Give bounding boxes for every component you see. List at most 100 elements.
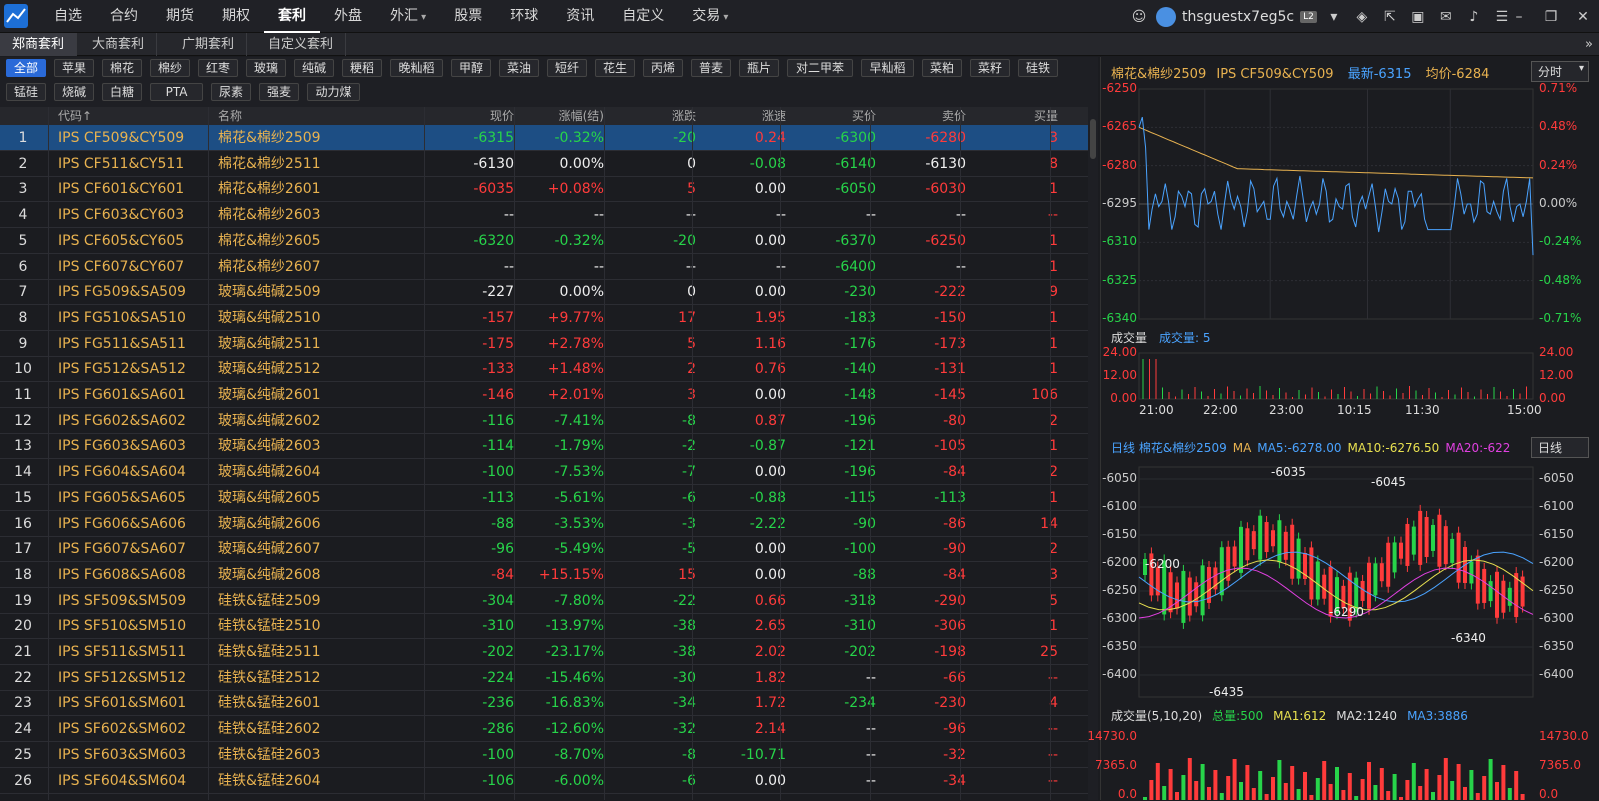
filter-chip[interactable]: 强麦 bbox=[259, 83, 299, 101]
tab-0[interactable]: 郑商套利 bbox=[0, 33, 78, 56]
share-icon[interactable]: ⇱ bbox=[1383, 8, 1396, 25]
nav-8[interactable]: 环球 bbox=[510, 8, 539, 24]
nav-5[interactable]: 外盘 bbox=[334, 8, 362, 24]
table-row[interactable]: 23 IPS SF601&SM601 硅铁&锰硅2601 -236 -16.83% -34… bbox=[0, 690, 1088, 717]
column-header[interactable]: 买价 bbox=[851, 109, 876, 123]
table-row[interactable]: 15 IPS FG605&SA605 玻璃&纯碱2605 -113 -5.61% -6 -0… bbox=[0, 485, 1088, 511]
chevron-down-icon[interactable]: ▾ bbox=[1330, 8, 1338, 25]
filter-chip[interactable]: 棉花 bbox=[102, 59, 142, 77]
close-icon[interactable]: ✕ bbox=[1577, 8, 1589, 25]
robot-icon[interactable]: ☺ bbox=[1131, 8, 1147, 25]
filter-chip[interactable]: 全部 bbox=[6, 59, 46, 77]
filter-chip[interactable]: 早籼稻 bbox=[861, 59, 914, 77]
column-header[interactable]: 名称 bbox=[218, 109, 243, 123]
filter-chip[interactable]: 苹果 bbox=[54, 59, 94, 77]
period-select[interactable]: 分时 bbox=[1531, 61, 1589, 82]
filter-chip[interactable]: 花生 bbox=[595, 59, 635, 77]
nav-0[interactable]: 自选 bbox=[54, 8, 82, 24]
table-row[interactable]: 3 IPS CF601&CY601 棉花&棉纱2601 -6035 +0.08% 5 0.0… bbox=[0, 176, 1088, 203]
table-row[interactable]: 5 IPS CF605&CY605 棉花&棉纱2605 -6320 -0.32% -20 0… bbox=[0, 228, 1088, 254]
nav-6[interactable]: 外汇 bbox=[376, 0, 440, 33]
table-row[interactable]: 8 IPS FG510&SA510 玻璃&纯碱2510 -157 +9.77% 17 1.9… bbox=[0, 305, 1088, 331]
table-row[interactable]: 26 IPS SF604&SM604 硅铁&锰硅2604 -106 -6.00% -6 0.… bbox=[0, 768, 1088, 794]
filter-chip[interactable]: 丙烯 bbox=[643, 59, 683, 77]
column-header[interactable]: 涨速 bbox=[761, 109, 786, 123]
filter-chip[interactable]: 普麦 bbox=[691, 59, 731, 77]
avatar[interactable] bbox=[1156, 6, 1176, 27]
filter-chip[interactable]: 红枣 bbox=[198, 59, 238, 77]
table-row[interactable]: 25 IPS SF603&SM603 硅铁&锰硅2603 -100 -8.70% -8 -1… bbox=[0, 742, 1088, 768]
layers-icon[interactable]: ◈ bbox=[1356, 8, 1368, 25]
table-row[interactable]: 1 IPS CF509&CY509 棉花&棉纱2509 -6315 -0.32% -20 0… bbox=[0, 125, 1088, 151]
filter-chip[interactable]: 菜籽 bbox=[970, 59, 1010, 77]
tab-2[interactable]: 广期套利 bbox=[170, 33, 248, 56]
filter-chip[interactable]: 菜粕 bbox=[922, 59, 962, 77]
gift-icon[interactable]: ▣ bbox=[1411, 8, 1425, 25]
table-row[interactable]: 9 IPS FG511&SA511 玻璃&纯碱2511 -175 +2.78% 5 1.16… bbox=[0, 331, 1088, 357]
filter-chip[interactable]: 瓶片 bbox=[739, 59, 779, 77]
table-row[interactable]: 24 IPS SF602&SM602 硅铁&锰硅2602 -286 -12.60% -32… bbox=[0, 716, 1088, 743]
nav-10[interactable]: 自定义 bbox=[622, 8, 665, 24]
filter-chip[interactable]: 纯碱 bbox=[294, 59, 334, 77]
restore-icon[interactable]: ❐ bbox=[1544, 8, 1558, 25]
table-row[interactable]: 2 IPS CF511&CY511 棉花&棉纱2511 -6130 0.00% 0 -0.0… bbox=[0, 151, 1088, 177]
table-row[interactable]: 12 IPS FG602&SA602 玻璃&纯碱2602 -116 -7.41% -8 0.… bbox=[0, 408, 1088, 434]
tab-3[interactable]: 自定义套利 bbox=[256, 33, 347, 56]
filter-chip[interactable]: 晚籼稻 bbox=[390, 59, 443, 77]
nav-1[interactable]: 合约 bbox=[110, 8, 138, 24]
filter-chip[interactable]: 粳稻 bbox=[342, 59, 382, 77]
nav-9[interactable]: 资讯 bbox=[566, 8, 595, 24]
nav-2[interactable]: 期货 bbox=[166, 8, 194, 24]
table-row[interactable]: 16 IPS FG606&SA606 玻璃&纯碱2606 -88 -3.53% -3 -2.… bbox=[0, 511, 1088, 537]
table-row[interactable]: 13 IPS FG603&SA603 玻璃&纯碱2603 -114 -1.79% -2 -0… bbox=[0, 433, 1088, 460]
table-row[interactable]: 4 IPS CF603&CY603 棉花&棉纱2603 -- -- -- -- -- -- -- bbox=[0, 202, 1088, 229]
table-row[interactable]: 11 IPS FG601&SA601 玻璃&纯碱2601 -146 +2.01% 3 0.0… bbox=[0, 382, 1088, 408]
filter-chip[interactable]: 硅铁 bbox=[1018, 59, 1058, 77]
scrollbar-thumb[interactable] bbox=[1090, 119, 1096, 159]
filter-chip[interactable]: 烧碱 bbox=[54, 83, 94, 101]
filter-chip[interactable]: 动力煤 bbox=[307, 83, 360, 101]
table-row[interactable]: 18 IPS FG608&SA608 玻璃&纯碱2608 -84 +15.15% 15 0.… bbox=[0, 562, 1088, 588]
filter-chip[interactable]: 甲醇 bbox=[451, 59, 491, 77]
filter-chip[interactable]: 白糖 bbox=[102, 83, 142, 101]
table-row[interactable]: 21 IPS SF511&SM511 硅铁&锰硅2511 -202 -23.17% -38… bbox=[0, 639, 1088, 665]
column-header[interactable]: 涨幅(结) bbox=[558, 109, 604, 123]
filter-chip[interactable]: 锰硅 bbox=[6, 83, 46, 101]
filter-chip[interactable]: 棉纱 bbox=[150, 59, 190, 77]
minimize-icon[interactable]: – bbox=[1515, 8, 1523, 25]
column-header[interactable]: 代码↑ bbox=[58, 109, 93, 123]
filter-chip[interactable]: 玻璃 bbox=[246, 59, 286, 77]
mail-icon[interactable]: ✉ bbox=[1439, 8, 1452, 25]
table-row[interactable]: 10 IPS FG512&SA512 玻璃&纯碱2512 -133 +1.48% 2 0.7… bbox=[0, 356, 1088, 383]
daily-period-select[interactable]: 日线 bbox=[1531, 437, 1589, 458]
column-header[interactable]: 现价 bbox=[489, 109, 514, 123]
bell-icon[interactable]: ♪ bbox=[1469, 8, 1479, 25]
app-logo-icon[interactable] bbox=[4, 4, 28, 28]
table-row[interactable]: 19 IPS SF509&SM509 硅铁&锰硅2509 -304 -7.80% -22 0… bbox=[0, 588, 1088, 614]
nav-7[interactable]: 股票 bbox=[454, 8, 483, 24]
tab-1[interactable]: 大商套利 bbox=[80, 33, 158, 56]
nav-11[interactable]: 交易 bbox=[678, 0, 742, 33]
username[interactable]: thsguestx7eg5c bbox=[1182, 8, 1295, 25]
table-row[interactable]: 7 IPS FG509&SA509 玻璃&纯碱2509 -227 0.00% 0 0.00 -… bbox=[0, 279, 1088, 306]
filter-chip[interactable]: PTA bbox=[150, 83, 203, 101]
table-row[interactable]: 20 IPS SF510&SM510 硅铁&锰硅2510 -310 -13.97% -38… bbox=[0, 613, 1088, 640]
table-row[interactable]: 22 IPS SF512&SM512 硅铁&锰硅2512 -224 -15.46% -30… bbox=[0, 665, 1088, 691]
table-cell: -- bbox=[794, 716, 876, 741]
nav-4[interactable]: 套利 bbox=[264, 0, 320, 33]
column-header[interactable] bbox=[0, 107, 46, 125]
table-scrollbar[interactable] bbox=[1088, 107, 1098, 800]
double-chevron-right-icon[interactable]: » bbox=[1585, 37, 1593, 52]
filter-chip[interactable]: 对二甲苯 bbox=[787, 59, 853, 77]
table-row[interactable]: 6 IPS CF607&CY607 棉花&棉纱2607 -- -- -- -- -6400 --… bbox=[0, 254, 1088, 280]
menu-icon[interactable]: ☰ bbox=[1495, 8, 1509, 25]
filter-chip[interactable]: 尿素 bbox=[211, 83, 251, 101]
nav-3[interactable]: 期权 bbox=[222, 8, 250, 24]
column-header[interactable]: 买量 bbox=[1033, 109, 1058, 123]
table-row[interactable]: 17 IPS FG607&SA607 玻璃&纯碱2607 -96 -5.49% -5 0.0… bbox=[0, 536, 1088, 563]
filter-chip[interactable]: 短纤 bbox=[547, 59, 587, 77]
column-header[interactable]: 涨跌 bbox=[671, 109, 696, 123]
filter-chip[interactable]: 菜油 bbox=[499, 59, 539, 77]
column-header[interactable]: 卖价 bbox=[941, 109, 966, 123]
table-row[interactable]: 14 IPS FG604&SA604 玻璃&纯碱2604 -100 -7.53% -7 0.… bbox=[0, 459, 1088, 486]
